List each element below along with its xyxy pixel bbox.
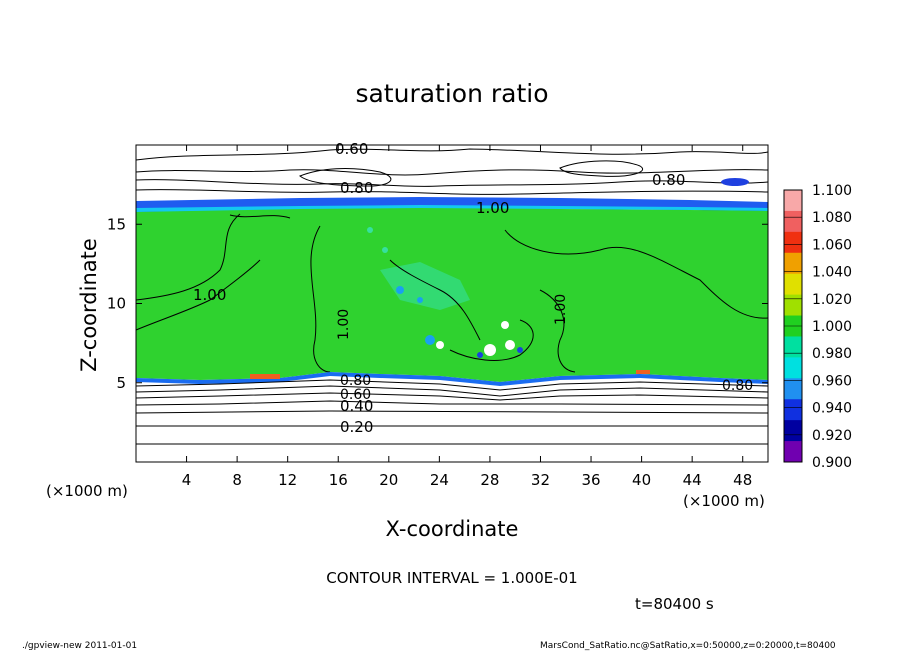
contour-label: 0.60	[335, 140, 368, 158]
colorbar-label: 1.000	[812, 319, 852, 335]
contour-label: 1.00	[193, 286, 226, 304]
x-tick-label: 12	[278, 471, 297, 489]
chart-title: saturation ratio	[355, 79, 548, 108]
time-text: t=80400 s	[635, 595, 714, 613]
contour-label: 0.40	[340, 397, 373, 415]
plot-area: 0.60 0.80 0.80 1.00 1.00 1.00 1.00 0.80 …	[107, 140, 769, 489]
colorbar-swatch	[784, 294, 802, 317]
colorbar-label: 1.100	[812, 183, 852, 199]
x-tick-label: 24	[430, 471, 449, 489]
x-tick-label: 40	[632, 471, 651, 489]
x-tick-label: 36	[581, 471, 600, 489]
footer-left: ./gpview-new 2011-01-01	[22, 641, 138, 651]
x-axis-title: X-coordinate	[386, 517, 519, 541]
orange-patch-2	[636, 370, 650, 374]
contour-labels: 0.60 0.80 0.80 1.00 1.00 1.00 1.00 0.80 …	[193, 140, 753, 436]
colorbar-label: 1.080	[812, 210, 852, 226]
colorbar-swatch	[784, 252, 802, 275]
x-tick-label: 20	[379, 471, 398, 489]
x-tick-label: 16	[329, 471, 348, 489]
contour-label: 1.00	[476, 199, 509, 217]
colorbar-swatch	[784, 378, 802, 400]
speckles	[367, 227, 523, 358]
interior-contours	[135, 213, 769, 373]
colorbar-swatch	[784, 273, 802, 296]
contour-label: 1.00	[553, 294, 569, 325]
contour-label: 0.80	[722, 378, 753, 394]
z-unit-label: (×1000 m)	[46, 482, 128, 500]
y-tick-label: 10	[107, 295, 126, 313]
colorbar-swatch	[784, 336, 802, 358]
contour-label: 0.80	[652, 171, 685, 189]
y-axis-title: Z-coordinate	[77, 238, 101, 372]
x-tick-label: 48	[733, 471, 752, 489]
colorbar-label: 1.020	[812, 292, 852, 308]
colorbar-swatch	[784, 210, 802, 233]
colorbar-swatch	[784, 420, 802, 442]
contour-label: 0.80	[340, 373, 371, 389]
x-tick-label: 4	[182, 471, 192, 489]
x-tick-label: 28	[480, 471, 499, 489]
x-axis: 4 8 12 16 20 24 28 32 36 40 44 48	[182, 145, 752, 489]
x-tick-label: 32	[531, 471, 550, 489]
blue-patch	[721, 178, 749, 186]
colorbar: 1.100 1.080 1.060 1.040 1.020 1.000 0.980 0.960…	[783, 183, 852, 471]
lower-blue-band	[136, 372, 768, 386]
upper-contour-lines	[135, 148, 769, 195]
contour-label: 0.60	[340, 387, 371, 403]
contour-interval-text: CONTOUR INTERVAL = 1.000E-01	[326, 569, 577, 587]
colorbar-swatch	[784, 190, 802, 212]
contour-label: 0.20	[340, 418, 373, 436]
contour-label: 1.00	[336, 309, 352, 340]
colorbar-swatch	[784, 441, 802, 463]
colorbar-label: 0.900	[812, 455, 852, 471]
x-unit-label: (×1000 m)	[683, 492, 765, 510]
y-tick-label: 5	[116, 374, 126, 392]
y-axis: 5 10 15	[107, 215, 768, 392]
colorbar-label: 0.940	[812, 401, 852, 417]
colorbar-swatch	[784, 399, 802, 421]
colorbar-swatch	[784, 231, 802, 254]
colorbar-label: 1.060	[812, 237, 852, 253]
footer-right: MarsCond_SatRatio.nc@SatRatio,x=0:50000,…	[540, 641, 836, 651]
colorbar-label: 0.980	[812, 346, 852, 362]
colorbar-label: 1.040	[812, 265, 852, 281]
x-tick-label: 44	[683, 471, 702, 489]
colorbar-label: 0.920	[812, 428, 852, 444]
contour-label: 0.80	[340, 179, 373, 197]
colorbar-label: 0.960	[812, 373, 852, 389]
colorbar-swatch	[784, 357, 802, 379]
lower-contour-lines	[135, 379, 769, 445]
y-tick-label: 15	[107, 215, 126, 233]
x-tick-label: 8	[232, 471, 242, 489]
orange-patch	[250, 374, 280, 379]
